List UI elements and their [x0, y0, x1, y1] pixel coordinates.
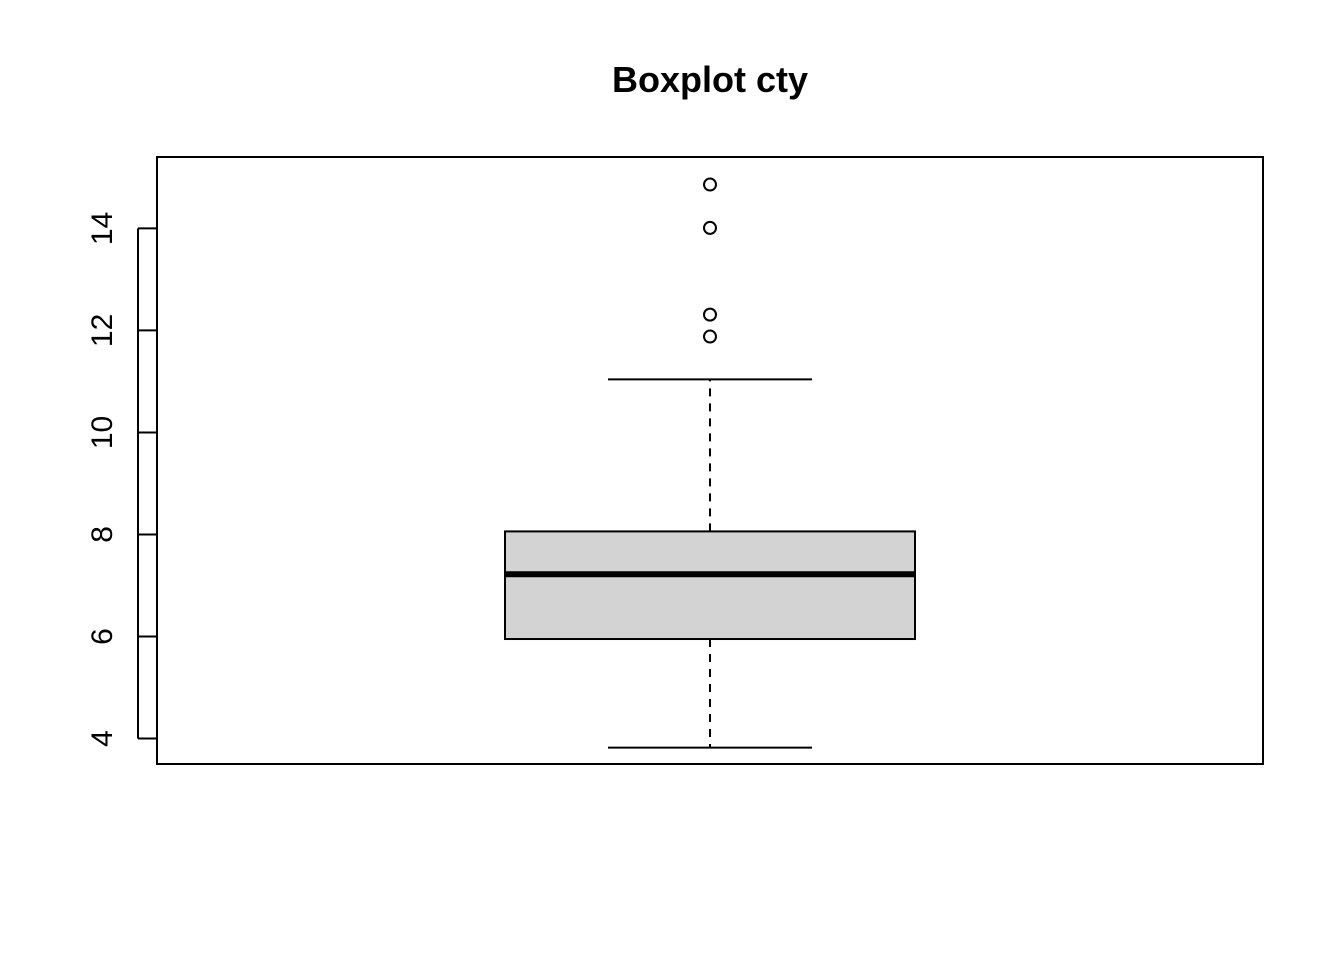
outlier-point: [703, 307, 717, 322]
y-tick-label: 10: [86, 416, 119, 449]
outlier-point: [703, 177, 717, 192]
y-tick-label: 6: [86, 628, 119, 645]
boxplot-series: [504, 177, 916, 749]
outlier-point: [703, 220, 717, 235]
interquartile-box: [504, 530, 916, 641]
chart-title: Boxplot cty: [612, 59, 808, 100]
y-tick-label: 14: [86, 212, 119, 245]
y-tick-label: 8: [86, 526, 119, 543]
y-tick-label: 12: [86, 314, 119, 347]
y-tick-label: 4: [86, 730, 119, 747]
outlier-point: [703, 329, 717, 344]
y-axis: 4 6 8 10 12 14: [86, 212, 157, 747]
plot-frame: [156, 156, 1264, 765]
